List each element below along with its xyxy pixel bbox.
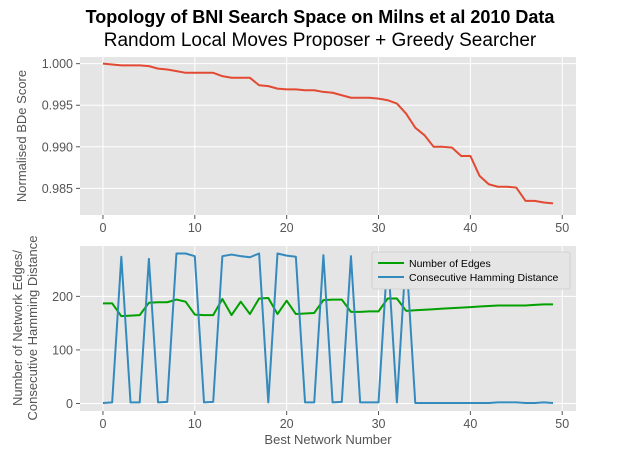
bottom-y-axis: 0 100 200 bbox=[52, 290, 80, 411]
chart-title: Topology of BNI Search Space on Milns et… bbox=[85, 7, 555, 27]
bot-x-tick-label: 30 bbox=[372, 417, 386, 431]
top-gridlines bbox=[80, 57, 576, 215]
bot-y-tick-label: 200 bbox=[52, 290, 73, 304]
bot-x-tick-label: 50 bbox=[555, 417, 569, 431]
top-x-axis: 0 10 20 30 40 50 bbox=[99, 215, 569, 235]
bot-x-tick-label: 20 bbox=[280, 417, 294, 431]
bottom-y-axis-label-line2: Consecutive Hamming Distance bbox=[25, 236, 40, 421]
legend-label-hamming: Consecutive Hamming Distance bbox=[409, 272, 559, 284]
legend-label-edges: Number of Edges bbox=[409, 258, 491, 270]
bottom-series-layer bbox=[102, 252, 554, 404]
top-y-tick-label: 1.000 bbox=[42, 57, 73, 71]
top-y-tick-label: 0.995 bbox=[42, 99, 73, 113]
bot-y-tick-label: 0 bbox=[66, 397, 73, 411]
bottom-y-axis-label-line1: Number of Network Edges/ bbox=[10, 250, 25, 406]
legend-box bbox=[371, 251, 571, 290]
bottom-x-axis: 0 10 20 30 40 50 bbox=[99, 411, 569, 431]
top-series-line-0 bbox=[102, 62, 554, 205]
bot-x-tick-label: 40 bbox=[463, 417, 477, 431]
top-y-axis-label: Normalised BDe Score bbox=[14, 70, 29, 202]
top-panel: 0 10 20 30 40 50 0.985 0.990 0.995 1.000 Normali… bbox=[14, 57, 576, 235]
legend: Number of Edges Consecutive Hamming Dist… bbox=[371, 251, 571, 290]
top-x-tick-label: 50 bbox=[555, 221, 569, 235]
top-x-tick-label: 10 bbox=[188, 221, 202, 235]
top-x-tick-label: 20 bbox=[280, 221, 294, 235]
bottom-x-axis-label: Best Network Number bbox=[264, 432, 392, 447]
top-y-tick-label: 0.985 bbox=[42, 182, 73, 196]
chart-subtitle: Random Local Moves Proposer + Greedy Sea… bbox=[103, 30, 537, 51]
top-y-tick-label: 0.990 bbox=[42, 140, 73, 154]
top-x-tick-label: 0 bbox=[99, 221, 106, 235]
bottom-panel: 0 10 20 30 40 50 0 100 200 Number of Network Ed… bbox=[10, 236, 576, 447]
bot-series-line-0 bbox=[102, 296, 554, 318]
top-x-tick-label: 30 bbox=[372, 221, 386, 235]
bot-y-tick-label: 100 bbox=[52, 343, 73, 357]
bot-series-line-1 bbox=[102, 252, 554, 404]
bot-x-tick-label: 0 bbox=[99, 417, 106, 431]
bot-x-tick-label: 10 bbox=[188, 417, 202, 431]
top-series-layer bbox=[102, 62, 554, 205]
top-plot-area bbox=[80, 57, 576, 215]
top-y-axis: 0.985 0.990 0.995 1.000 bbox=[42, 57, 80, 196]
top-x-tick-label: 40 bbox=[463, 221, 477, 235]
